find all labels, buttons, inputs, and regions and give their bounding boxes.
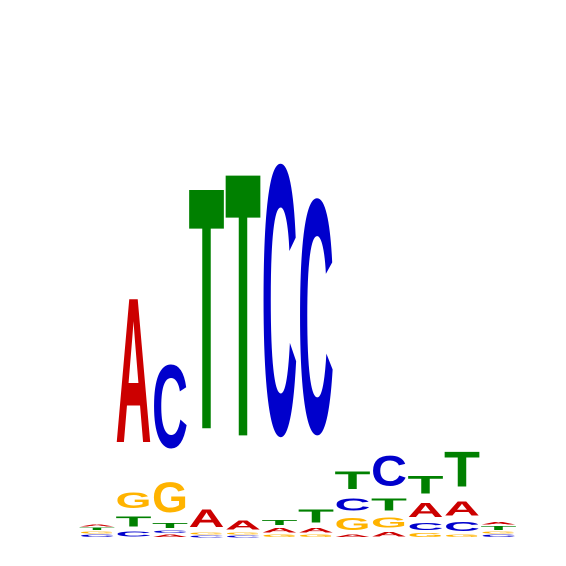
logo-letter-C: C bbox=[79, 534, 115, 538]
logo-letter-T: T bbox=[408, 471, 444, 499]
logo-letter-A: A bbox=[371, 531, 407, 538]
logo-letter-C: C bbox=[335, 494, 371, 514]
logo-letter-A: A bbox=[152, 534, 188, 538]
logo-letter-A: A bbox=[408, 499, 444, 521]
logo-letter-C: C bbox=[298, 129, 334, 504]
logo-letter-G: G bbox=[408, 532, 444, 538]
logo-letter-G: G bbox=[189, 532, 225, 535]
logo-letter-T: T bbox=[371, 495, 408, 514]
logo-letter-C: C bbox=[408, 521, 444, 532]
logo-letter-C: C bbox=[152, 342, 188, 474]
logo-letter-C: C bbox=[152, 530, 188, 534]
logo-letter-G: G bbox=[298, 534, 334, 538]
logo-letter-A: A bbox=[225, 518, 261, 532]
logo-letter-G: G bbox=[335, 514, 371, 534]
logo-letter-A: A bbox=[298, 527, 334, 534]
logo-letter-G: G bbox=[225, 532, 261, 535]
logo-letter-T: T bbox=[152, 521, 188, 529]
logo-letter-T: T bbox=[79, 527, 116, 531]
logo-letter-G: G bbox=[152, 475, 188, 522]
logo-letter-A: A bbox=[262, 527, 298, 534]
logo-letter-T: T bbox=[444, 442, 480, 498]
logo-letter-A: A bbox=[335, 534, 371, 538]
logo-letter-T: T bbox=[262, 518, 298, 526]
logo-letter-A: A bbox=[116, 254, 152, 486]
logo-letter-A: A bbox=[79, 524, 115, 527]
logo-letter-T: T bbox=[335, 466, 371, 494]
logo-letter-C: C bbox=[189, 535, 225, 538]
logo-letter-C: C bbox=[444, 520, 480, 534]
logo-letter-A: A bbox=[444, 498, 480, 520]
logo-letter-G: G bbox=[444, 534, 480, 538]
logo-letter-C: C bbox=[371, 447, 407, 495]
logo-letter-C: C bbox=[225, 535, 261, 538]
logo-letter-T: T bbox=[481, 525, 518, 531]
logo-letter-G: G bbox=[79, 531, 115, 534]
logo-letter-C: C bbox=[262, 86, 298, 517]
logo-letter-A: A bbox=[189, 505, 225, 533]
logo-letter-G: G bbox=[481, 531, 517, 534]
logo-letter-A: A bbox=[481, 521, 517, 525]
logo-letter-T: T bbox=[298, 506, 334, 527]
logo-letter-G: G bbox=[116, 487, 152, 512]
logo-letter-G: G bbox=[371, 515, 407, 532]
logo-letter-C: C bbox=[481, 534, 517, 538]
logo-letter-G: G bbox=[262, 534, 298, 538]
logo-letter-C: C bbox=[116, 530, 152, 538]
logo-letter-T: T bbox=[225, 94, 261, 516]
logo-letter-T: T bbox=[189, 115, 225, 503]
logo-letter-T: T bbox=[116, 513, 152, 530]
